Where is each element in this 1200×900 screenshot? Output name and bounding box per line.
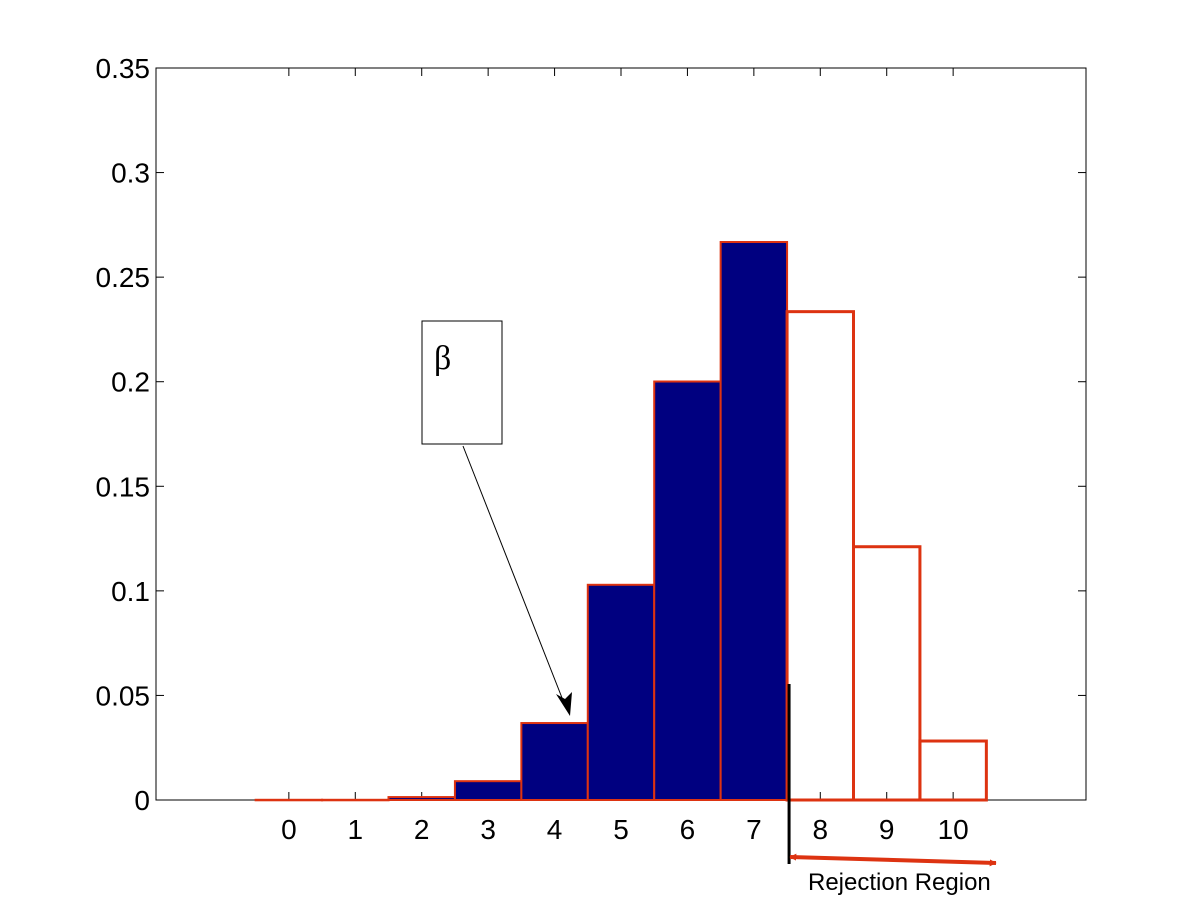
x-tick-label: 5 [613, 814, 629, 845]
bar-9 [852, 545, 922, 802]
x-tick-label: 2 [414, 814, 430, 845]
rejection-region-label: Rejection Region [808, 869, 991, 896]
y-tick-label: 0.15 [96, 471, 151, 502]
bar-4 [520, 722, 589, 801]
bar-2 [387, 796, 456, 802]
beta-label: β [434, 340, 451, 377]
bar-5 [586, 583, 656, 801]
beta-arrow-line [462, 445, 567, 709]
x-tick-label: 3 [480, 814, 496, 845]
bar-1 [321, 798, 390, 802]
bar-6 [653, 380, 722, 801]
y-tick-label: 0.2 [111, 367, 150, 398]
bar-0 [254, 798, 324, 802]
bar-3 [453, 780, 523, 801]
y-tick-label: 0.35 [96, 53, 151, 84]
beta-textbox [421, 320, 503, 445]
x-tick-label: 9 [879, 814, 895, 845]
x-tick-label: 6 [680, 814, 696, 845]
rejection-region: Rejection Region [789, 853, 997, 896]
x-tick-label: 1 [347, 814, 363, 845]
bar-series [254, 241, 988, 802]
y-tick-label: 0.3 [111, 158, 150, 189]
x-tick-label: 8 [812, 814, 828, 845]
x-axis-ticks: 0 1 2 3 4 5 6 7 8 9 10 [281, 68, 969, 845]
y-tick-label: 0.1 [111, 576, 150, 607]
y-tick-label: 0.05 [96, 680, 151, 711]
x-tick-label: 7 [746, 814, 762, 845]
y-tick-label: 0 [134, 785, 150, 816]
bar-10 [918, 739, 988, 802]
bar-8 [785, 310, 855, 802]
beta-arrowhead [556, 692, 572, 716]
rejection-region-arrow [789, 853, 997, 867]
y-tick-label: 0.25 [96, 262, 151, 293]
x-tick-label: 10 [938, 814, 969, 845]
x-tick-label: 0 [281, 814, 297, 845]
y-axis-ticks: 0 0.05 0.1 0.15 0.2 0.25 0.3 0.35 [96, 53, 1086, 816]
beta-annotation: β [421, 320, 572, 716]
bar-7 [719, 241, 789, 802]
x-tick-label: 4 [547, 814, 563, 845]
